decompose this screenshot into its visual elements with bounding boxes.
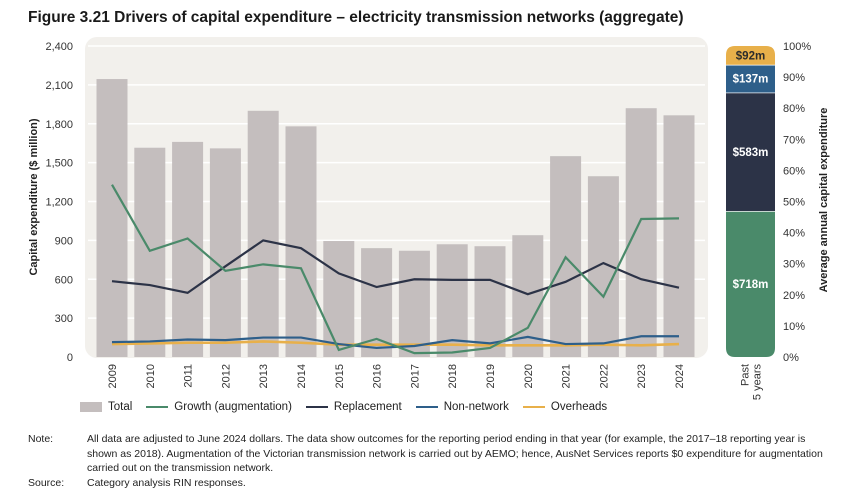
x-tick-label: 2022 — [598, 364, 610, 388]
bar-total-2014 — [285, 126, 317, 357]
bar-total-2010 — [134, 147, 166, 357]
bar-total-2017 — [398, 250, 430, 357]
right-tick-label: 10% — [783, 321, 805, 333]
bar-total-2011 — [172, 141, 204, 357]
stack-segment-overheads — [726, 46, 775, 65]
source-text: Category analysis RIN responses. — [87, 476, 246, 489]
bar-total-2015 — [323, 241, 355, 357]
bar-total-2019 — [474, 246, 506, 357]
bar-total-2013 — [247, 110, 279, 358]
legend-swatch — [146, 406, 169, 408]
right-tick-label: 0% — [783, 352, 799, 364]
legend-item-total: Total — [80, 401, 132, 413]
chart-legend: Total Growth (augmentation) Replacement Non… — [80, 401, 621, 413]
stack-segment-label: $718m — [733, 279, 769, 291]
x-tick-label: 2021 — [561, 364, 573, 388]
y-tick-label: 300 — [55, 313, 73, 325]
figure-notes: Note: All data are adjusted to June 2024… — [28, 432, 832, 490]
stack-segment-label: $137m — [733, 74, 769, 86]
right-tick-label: 100% — [783, 41, 811, 53]
legend-swatch — [522, 406, 545, 408]
right-tick-label: 50% — [783, 197, 805, 209]
legend-label: Growth (augmentation) — [174, 401, 292, 413]
x-tick-label: 2009 — [107, 364, 119, 388]
y-tick-label: 0 — [67, 352, 73, 364]
line-replacement — [111, 239, 680, 296]
stack-segment-growth-augmentation — [726, 211, 775, 357]
legend-swatch — [80, 402, 102, 412]
legend-swatch — [305, 406, 328, 408]
bar-total-2012 — [209, 148, 241, 357]
right-tick-label: 30% — [783, 259, 805, 271]
x-tick-label: 2011 — [183, 364, 195, 388]
x-tick-label: 2010 — [145, 364, 157, 388]
legend-label: Replacement — [333, 401, 402, 413]
right-tick-label: 60% — [783, 165, 805, 177]
right-tick-label: 20% — [783, 290, 805, 302]
legend-label: Non-network — [443, 401, 509, 413]
stack-segment-label: $583m — [733, 147, 769, 159]
y-tick-label: 900 — [55, 235, 73, 247]
right-tick-label: 90% — [783, 72, 805, 84]
bar-total-2016 — [361, 248, 393, 357]
legend-label: Total — [108, 401, 133, 413]
y-tick-label: 2,100 — [45, 80, 73, 92]
x-tick-label: 2024 — [674, 364, 686, 388]
x-tick-label: 2013 — [258, 364, 270, 388]
line-overheads — [111, 340, 680, 347]
x-tick-label: 2012 — [220, 364, 232, 388]
x-tick-label: 2018 — [447, 364, 459, 388]
right-tick-label: 80% — [783, 103, 805, 115]
note-label: Note: — [28, 433, 54, 445]
x-tick-label: 2016 — [372, 364, 384, 388]
x-tick-label: 2015 — [334, 364, 346, 388]
right-axis-title: Average annual capital expenditure — [818, 108, 830, 293]
legend-swatch — [415, 406, 438, 408]
capex-chart: 0 300 600 900 1,200 1,500 1,800 2,100 2,400 2009… — [28, 37, 830, 400]
x-tick-label: 2019 — [485, 364, 497, 388]
bar-total-2009 — [96, 79, 128, 357]
stack-segment-replacement — [726, 92, 775, 212]
x-tick-label: 2014 — [296, 364, 308, 388]
bar-total-2018 — [436, 244, 468, 357]
legend-label: Overheads — [550, 401, 608, 413]
legend-item-overheads: Overheads — [522, 401, 608, 413]
right-category-label: 5 years — [752, 364, 764, 400]
right-tick-label: 70% — [783, 134, 805, 146]
y-tick-label: 1,800 — [45, 119, 73, 131]
note-text: All data are adjusted to June 2024 dolla… — [87, 433, 823, 474]
right-tick-label: 40% — [783, 228, 805, 240]
legend-item-replacement: Replacement — [305, 401, 402, 413]
x-tick-label: 2017 — [409, 364, 421, 388]
bar-total-2023 — [625, 108, 657, 357]
right-category-label: Past — [740, 364, 752, 386]
y-axis-title: Capital expenditure ($ million) — [28, 118, 40, 275]
x-tick-label: 2023 — [636, 364, 648, 388]
line-growth-augmentation — [111, 184, 680, 355]
figure-title: Figure 3.21 Drivers of capital expenditu… — [28, 9, 684, 26]
y-tick-label: 1,200 — [45, 197, 73, 209]
bar-total-2024 — [663, 115, 695, 357]
x-tick-label: 2020 — [523, 364, 535, 388]
stack-segment-label: $92m — [736, 50, 765, 62]
source-label: Source: — [28, 476, 65, 489]
legend-item-non-network: Non-network — [415, 401, 509, 413]
y-tick-label: 1,500 — [45, 158, 73, 170]
y-tick-label: 2,400 — [45, 41, 73, 53]
y-tick-label: 600 — [55, 274, 73, 286]
legend-item-growth-augmentation: Growth (augmentation) — [146, 401, 292, 413]
stack-segment-non-network — [726, 64, 775, 93]
